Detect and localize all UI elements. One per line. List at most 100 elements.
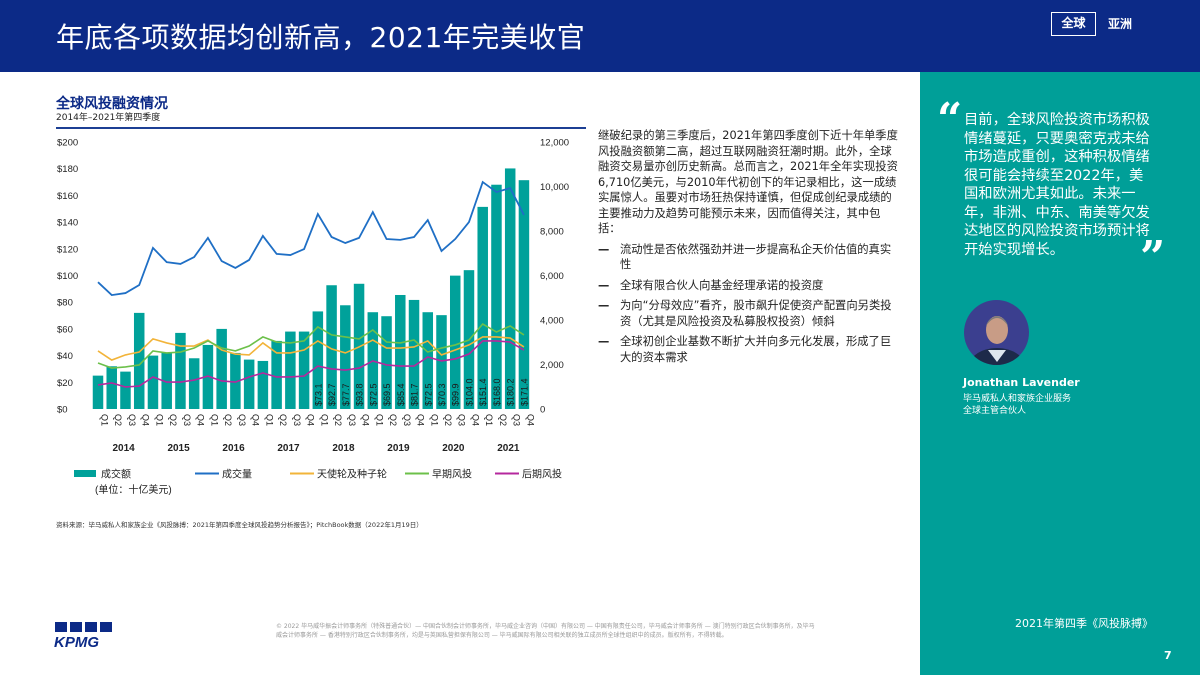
bar-deal-value (340, 305, 351, 409)
left-axis-tick: $120 (57, 244, 78, 255)
line-2 (97, 336, 525, 361)
publication-name: 2021年第四季《风投脉搏》 (1015, 617, 1153, 630)
bar-data-label: $72.5 (368, 383, 378, 406)
left-axis-tick: $100 (57, 271, 78, 282)
copyright-text: © 2022 毕马威华振会计师事务所（特殊普通合伙）— 中国合伙制会计师事务所，… (276, 623, 815, 639)
bar-deal-value (477, 206, 488, 409)
page-number: 7 (1164, 649, 1172, 662)
bar-deal-value (271, 340, 282, 409)
bar-deal-value (216, 328, 227, 409)
bar-deal-value (147, 355, 159, 409)
bar-data-label: $171.4 (519, 378, 529, 406)
bar-deal-value (436, 315, 447, 409)
x-tick-quarter: Q4 (251, 414, 261, 426)
x-tick-quarter: Q1 (264, 414, 274, 426)
left-axis-tick: $180 (57, 164, 78, 175)
line-3 (97, 322, 525, 369)
bullet-item: — 为向“分母效应”看齐，股市飙升促使资产配置向另类投资（尤其是风险投资及私募股权… (598, 299, 892, 328)
x-tick-quarter: Q2 (333, 414, 343, 426)
bar-data-label: $73.1 (313, 383, 323, 406)
right-axis-tick: 0 (540, 405, 545, 416)
right-axis-tick: 2,000 (540, 360, 564, 371)
x-tick-quarter: Q2 (223, 414, 233, 426)
legend-label: 成交额 (101, 468, 131, 481)
x-tick-quarter: Q1 (484, 414, 494, 426)
x-tick-quarter: Q2 (443, 414, 453, 426)
x-tick-quarter: Q4 (361, 414, 371, 426)
legend-unit: (单位：十亿美元) (95, 483, 172, 496)
x-tick-quarter: Q1 (319, 414, 329, 426)
x-tick-quarter: Q4 (196, 414, 206, 426)
x-tick-quarter: Q4 (141, 414, 151, 426)
bar-deal-value (243, 359, 255, 409)
person-role: 毕马威私人和家族企业服务 (963, 394, 1072, 404)
person-name: Jonathan Lavender (963, 376, 1080, 389)
bar-deal-value (120, 371, 131, 409)
bar-deal-value (449, 275, 461, 409)
kpmg-logo: KPMG (54, 622, 112, 650)
x-tick-quarter: Q3 (512, 414, 522, 426)
chart-subtitle: 2014年–2021年第四季度 (56, 113, 161, 123)
x-tick-quarter: Q2 (498, 414, 508, 426)
x-tick-quarter: Q2 (388, 414, 398, 426)
x-tick-quarter: Q3 (402, 414, 412, 426)
bar-deal-value (422, 312, 434, 409)
bar-data-label: $69.5 (382, 383, 392, 406)
quote-panel (920, 72, 1200, 675)
bullet-item: — 流动性是否依然强劲并进一步提高私企天价估值的真实性 (598, 242, 892, 272)
bar-data-label: $151.4 (478, 378, 488, 406)
bar-data-label: $99.9 (451, 383, 461, 406)
x-tick-quarter: Q1 (429, 414, 439, 426)
x-tick-year: 2016 (222, 443, 245, 454)
tab-asia[interactable]: 亚洲 (1108, 17, 1133, 31)
x-tick-year: 2021 (497, 443, 520, 454)
person-title: 全球主管合伙人 (963, 406, 1027, 416)
bar-deal-value (395, 294, 406, 409)
x-tick-quarter: Q3 (457, 414, 467, 426)
tab-global[interactable]: 全球 (1051, 12, 1096, 36)
bar-deal-value (257, 360, 269, 409)
x-tick-quarter: Q4 (470, 414, 480, 426)
bar-deal-value (92, 375, 104, 409)
x-tick-year: 2018 (332, 443, 355, 454)
legend-label: 成交量 (222, 468, 252, 481)
x-tick-year: 2014 (112, 443, 135, 454)
right-axis-tick: 6,000 (540, 271, 564, 282)
left-axis-tick: $200 (57, 138, 78, 149)
x-tick-quarter: Q4 (525, 414, 535, 426)
divider (56, 127, 586, 129)
bar-deal-value (298, 331, 310, 409)
bar-deal-value (504, 168, 516, 409)
bar-deal-value (285, 331, 296, 409)
venture-funding-chart: $0 $20 $40 $60 $80 $100 $120 $140 $160 $180 $200 0 2… (57, 138, 569, 497)
bar-data-label: $85.4 (396, 383, 406, 406)
bullet-item: — 全球初创企业基数不断扩大并向多元化发展，形成了巨大的资本需求 (598, 335, 892, 364)
bar-deal-value (133, 312, 145, 409)
left-axis-tick: $160 (57, 191, 78, 202)
bar-deal-value (188, 358, 200, 409)
bar-data-label: $92.7 (327, 383, 337, 406)
body-text: 继破纪录的第三季度后，2021年第四季度创下近十年单季度风投融资额第二高，超过互… (598, 128, 898, 365)
x-tick-quarter: Q1 (374, 414, 384, 426)
x-tick-quarter: Q3 (347, 414, 357, 426)
legend-label: 早期风投 (432, 468, 472, 481)
x-tick-year: 2019 (387, 443, 410, 454)
x-tick-quarter: Q1 (100, 414, 110, 426)
bar-deal-value (106, 366, 117, 409)
bar-deal-value (491, 184, 502, 409)
bar-data-label: $168.0 (492, 378, 502, 406)
left-axis-tick: $40 (57, 351, 73, 362)
header-bar: 年底各项数据均创新高，2021年完美收官 全球 亚洲 (0, 0, 1200, 72)
right-axis-tick: 10,000 (540, 182, 569, 193)
bar-data-label: $70.3 (437, 383, 447, 406)
left-axis-tick: $0 (57, 405, 68, 416)
bar-data-label: $81.7 (410, 383, 420, 406)
legend-swatch-bar (74, 470, 96, 477)
chart-title: 全球风投融资情况 (56, 96, 168, 112)
bar-deal-value (326, 285, 337, 409)
close-quote-icon: ” (1140, 232, 1166, 283)
bar-deal-value (408, 299, 420, 409)
bar-data-label: $77.7 (341, 383, 351, 406)
bar-deal-value (518, 180, 530, 409)
open-quote-icon: “ (937, 94, 963, 145)
